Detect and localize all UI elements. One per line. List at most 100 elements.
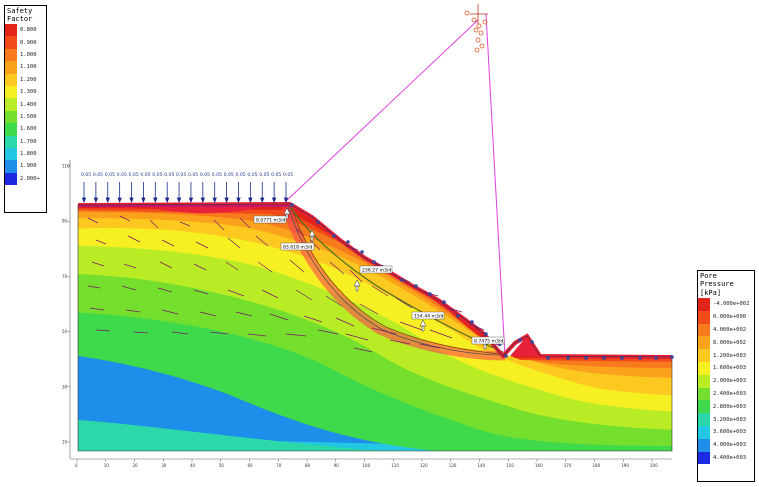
legend-entry: 1.400 [5, 98, 46, 111]
legend-label: 1.200 [20, 76, 37, 83]
infiltration-arrow-head [129, 197, 134, 204]
legend-entry: 1.300 [5, 85, 46, 99]
y-tick-label: 30 [62, 384, 68, 389]
legend-entry: 8.000e+002 [698, 336, 754, 350]
legend-label: 3.600e+003 [713, 429, 747, 436]
svg-text:8.0771 m3/d: 8.0771 m3/d [256, 218, 285, 224]
x-tick-label: 200 [650, 463, 658, 468]
legend-label: 1.900 [20, 163, 37, 170]
y-tick-label: 90 [62, 219, 68, 224]
infiltration-arrow-head [93, 197, 99, 204]
legend-label: 2.800e+003 [713, 403, 747, 410]
legend-swatch [698, 374, 710, 388]
x-tick-label: 120 [420, 463, 428, 468]
legend-label: 0.000e+000 [713, 314, 747, 321]
slip-center-grid [464, 4, 488, 53]
legend-label: 3.200e+003 [713, 416, 747, 423]
legend-label: 1.500 [20, 113, 37, 120]
y-tick-label: 110 [62, 164, 70, 169]
infiltration-rate-label: 0.05 [247, 172, 257, 178]
infiltration-rate-label: 0.05 [93, 172, 103, 178]
x-tick-label: 40 [190, 463, 196, 468]
flow-label-2: 83.618 m3/d [280, 242, 315, 251]
flow-label-1: 8.0771 m3/d [253, 215, 287, 224]
infiltration-arrow-head [271, 197, 277, 204]
infiltration-arrow-head [105, 197, 110, 204]
infiltration-rate-label: 0.05 [212, 172, 222, 178]
infiltration-arrow-head [176, 197, 182, 204]
legend-label: -4.000e+002 [713, 301, 750, 308]
infiltration-arrow-head [117, 197, 122, 204]
y-tick-label: 10 [62, 440, 68, 445]
legend-swatch [698, 400, 710, 414]
infiltration-arrow-head [260, 197, 265, 204]
legend-entry: 0.800 [5, 24, 46, 37]
infiltration-rate-label: 0.05 [224, 172, 234, 178]
y-tick-label: 50 [62, 329, 68, 334]
legend-label: 2.000e+003 [713, 378, 747, 385]
toe-bump [510, 336, 540, 356]
infiltration-rate-label: 0.05 [176, 172, 186, 178]
legend-swatch [5, 73, 17, 86]
infiltration-arrow-head [248, 197, 253, 204]
legend-swatch [698, 425, 710, 439]
legend-entry: 1.900 [5, 160, 46, 173]
x-tick-label: 140 [478, 463, 486, 468]
legend-label: 0.900 [20, 39, 37, 46]
legend-entry: 2.800e+003 [698, 400, 754, 414]
legend-entry: 1.700 [5, 135, 46, 148]
legend-swatch [698, 310, 710, 324]
legend-swatch [5, 160, 17, 173]
legend-entry: 3.600e+003 [698, 425, 754, 439]
x-tick-label: 130 [449, 463, 457, 468]
radius-line-left [283, 19, 479, 204]
legend-swatch [5, 24, 17, 37]
legend-label: 1.000 [20, 51, 37, 58]
legend-label: 1.600 [20, 126, 37, 133]
flow-label-5: 8.7475 m3/d [471, 336, 505, 345]
crest-red-lens [140, 205, 270, 214]
legend-swatch [5, 48, 17, 62]
legend-entry: 1.600e+003 [698, 361, 754, 375]
infiltration-rate-label: 0.05 [271, 172, 281, 178]
safety-factor-legend-title: Safety Factor [7, 7, 33, 23]
legend-entry: 1.800 [5, 147, 46, 161]
legend-entry: 0.000e+000 [698, 310, 754, 324]
x-tick-label: 90 [334, 463, 340, 468]
flow-label-3: 236.27 m3/d [359, 265, 393, 274]
legend-label: 2.400e+003 [713, 390, 747, 397]
pore-pressure-legend-unit: [kPa] [700, 289, 722, 297]
legend-label: 1.400 [20, 101, 37, 108]
infiltration-arrow-head [200, 197, 206, 204]
infiltration-rate-label: 0.05 [117, 172, 127, 178]
y-tick-label: 70 [62, 274, 68, 279]
x-tick-label: 0 [75, 463, 78, 468]
infiltration-rate-label: 0.05 [152, 172, 162, 178]
legend-entry: 1.000 [5, 48, 46, 62]
legend-swatch [698, 413, 710, 426]
legend-entry: 4.000e+003 [698, 438, 754, 452]
legend-entry: 1.200 [5, 73, 46, 86]
legend-entry: 4.400e+003 [698, 451, 754, 465]
infiltration-rate-label: 0.05 [188, 172, 198, 178]
legend-swatch [5, 135, 17, 148]
x-tick-label: 170 [564, 463, 572, 468]
legend-swatch [5, 61, 17, 74]
infiltration-arrow-head [153, 197, 158, 204]
legend-entry: 3.200e+003 [698, 413, 754, 426]
legend-swatch [698, 451, 710, 465]
x-tick-label: 180 [593, 463, 601, 468]
legend-label: 4.000e+003 [713, 442, 747, 449]
legend-swatch [698, 298, 710, 311]
legend-label: 0.800 [20, 27, 37, 34]
x-tick-label: 50 [219, 463, 225, 468]
legend-swatch [698, 387, 710, 401]
infiltration-rate-label: 0.05 [140, 172, 150, 178]
x-tick-label: 160 [535, 463, 543, 468]
legend-swatch [5, 147, 17, 161]
legend-swatch [5, 85, 17, 99]
x-tick-label: 70 [276, 463, 282, 468]
safety-factor-legend: Safety Factor 0.800 0.900 1.000 1.100 1.200 1… [4, 5, 47, 213]
x-tick-label: 100 [363, 463, 371, 468]
